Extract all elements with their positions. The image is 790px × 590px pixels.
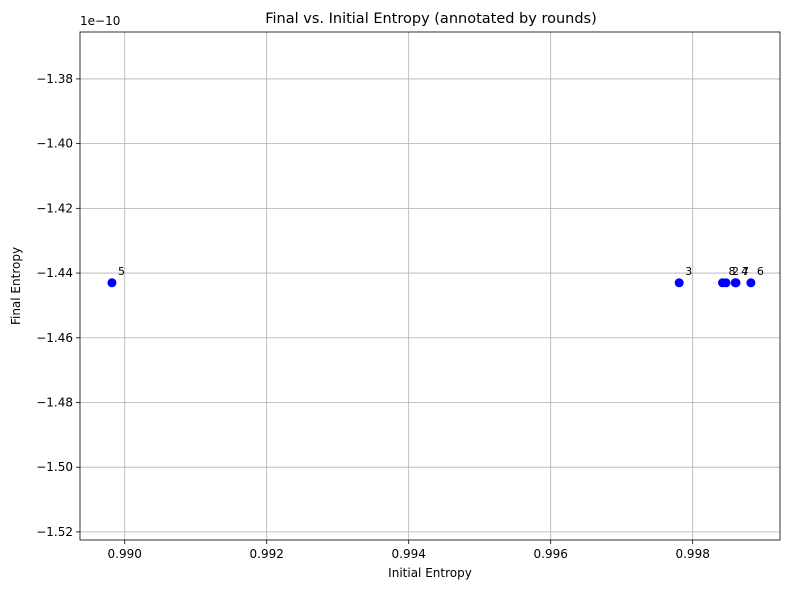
y-tick-label: −1.44 xyxy=(36,266,73,280)
y-tick-label: −1.42 xyxy=(36,201,73,215)
y-tick-label: −1.46 xyxy=(36,331,73,345)
y-tick-label: −1.52 xyxy=(36,525,73,539)
y-axis-label: Final Entropy xyxy=(9,247,23,325)
point-label: 3 xyxy=(685,265,692,278)
data-point xyxy=(746,278,756,288)
x-tick-label: 0.994 xyxy=(392,547,426,561)
x-tick-label: 0.996 xyxy=(534,547,568,561)
x-tick-label: 0.990 xyxy=(108,547,142,561)
point-label: 7 xyxy=(742,265,749,278)
chart-title: Final vs. Initial Entropy (annotated by … xyxy=(265,11,597,27)
data-point xyxy=(731,278,741,288)
grid xyxy=(80,32,780,540)
point-label: 5 xyxy=(118,265,125,278)
axis-ticks: 0.990 0.992 0.994 0.996 0.998 −1.38 −1.40 −1.42… xyxy=(36,72,710,561)
y-tick-label: −1.48 xyxy=(36,395,73,409)
y-tick-label: −1.50 xyxy=(36,460,73,474)
x-axis-label: Initial Entropy xyxy=(388,566,472,580)
x-tick-label: 0.992 xyxy=(250,547,284,561)
point-label: 6 xyxy=(757,265,764,278)
point-label: 2 xyxy=(732,265,739,278)
plot-frame xyxy=(79,31,781,541)
data-points: 5 3 82 47 6 xyxy=(107,265,764,288)
point-label: 4 xyxy=(741,265,748,278)
y-axis-offset-label: 1e−10 xyxy=(80,14,120,28)
point-label: 8 xyxy=(728,265,735,278)
x-tick-label: 0.998 xyxy=(675,547,709,561)
y-tick-label: −1.40 xyxy=(36,137,73,151)
data-point xyxy=(674,278,684,288)
data-point xyxy=(107,278,117,288)
data-point xyxy=(721,278,731,288)
y-tick-label: −1.38 xyxy=(36,72,73,86)
